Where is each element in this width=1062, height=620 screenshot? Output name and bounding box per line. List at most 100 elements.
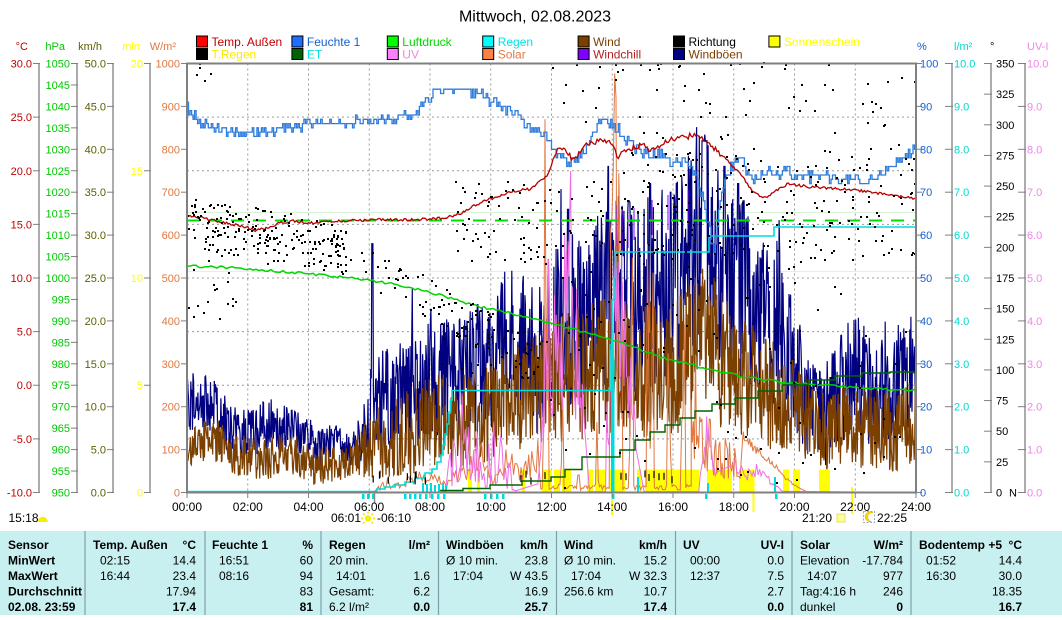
svg-text:Solar: Solar xyxy=(800,538,830,552)
svg-text:22:25: 22:25 xyxy=(877,511,907,525)
svg-text:00:00: 00:00 xyxy=(690,554,720,568)
svg-text:94: 94 xyxy=(300,569,314,583)
svg-text:08:00: 08:00 xyxy=(415,500,445,514)
svg-text:6.0: 6.0 xyxy=(954,230,969,242)
svg-text:W 32.3: W 32.3 xyxy=(629,569,667,583)
svg-text:200: 200 xyxy=(162,402,180,414)
svg-text:3.0: 3.0 xyxy=(954,359,969,371)
svg-text:0: 0 xyxy=(896,600,903,614)
svg-text:1010: 1010 xyxy=(46,230,70,242)
svg-text:hPa: hPa xyxy=(45,41,65,53)
svg-text:995: 995 xyxy=(52,294,70,306)
svg-text:175: 175 xyxy=(996,273,1014,285)
svg-text:40: 40 xyxy=(920,316,932,328)
svg-text:Regen: Regen xyxy=(329,538,366,552)
svg-text:UV: UV xyxy=(402,48,419,62)
svg-text:30: 30 xyxy=(920,359,932,371)
svg-text:5.0: 5.0 xyxy=(954,273,969,285)
svg-text:MaxWert: MaxWert xyxy=(8,569,58,583)
svg-text:02.08. 23:59: 02.08. 23:59 xyxy=(8,600,76,614)
svg-text:4.0: 4.0 xyxy=(954,316,969,328)
svg-text:256.6 km: 256.6 km xyxy=(564,585,613,599)
svg-text:06:01: 06:01 xyxy=(331,511,361,525)
svg-text:5.0: 5.0 xyxy=(91,445,106,457)
svg-text:30.0: 30.0 xyxy=(11,59,32,71)
svg-text:6.2 l/m²: 6.2 l/m² xyxy=(329,600,369,614)
svg-text:7.0: 7.0 xyxy=(954,187,969,199)
svg-text:16.9: 16.9 xyxy=(525,585,549,599)
svg-text:90: 90 xyxy=(920,101,932,113)
svg-text:1030: 1030 xyxy=(46,144,70,156)
svg-text:1025: 1025 xyxy=(46,166,70,178)
svg-text:81: 81 xyxy=(300,600,314,614)
svg-text:50.0: 50.0 xyxy=(85,59,106,71)
svg-text:14.4: 14.4 xyxy=(999,554,1023,568)
svg-text:T.Regen: T.Regen xyxy=(212,48,257,62)
svg-text:0.0: 0.0 xyxy=(767,600,784,614)
svg-text:Windböen: Windböen xyxy=(689,48,743,62)
svg-text:6.2: 6.2 xyxy=(413,585,430,599)
svg-text:20.0: 20.0 xyxy=(85,316,106,328)
svg-text:14.4: 14.4 xyxy=(173,554,197,568)
svg-text:06:00: 06:00 xyxy=(354,500,384,514)
svg-text:700: 700 xyxy=(162,187,180,199)
svg-text:7.5: 7.5 xyxy=(767,569,784,583)
svg-text:Regen: Regen xyxy=(498,35,533,49)
svg-text:4.0: 4.0 xyxy=(1027,316,1042,328)
svg-text:25.0: 25.0 xyxy=(11,112,32,124)
svg-text:Feuchte 1: Feuchte 1 xyxy=(307,35,361,49)
svg-text:24:00: 24:00 xyxy=(901,500,931,514)
svg-text:UV-I: UV-I xyxy=(1027,41,1048,53)
svg-text:Sensor: Sensor xyxy=(8,538,49,552)
svg-text:0.0: 0.0 xyxy=(413,600,430,614)
svg-text:km/h: km/h xyxy=(78,41,102,53)
svg-text:14:01: 14:01 xyxy=(336,569,366,583)
svg-text:900: 900 xyxy=(162,101,180,113)
svg-text:60: 60 xyxy=(920,230,932,242)
svg-text:35.0: 35.0 xyxy=(85,187,106,199)
svg-text:30.0: 30.0 xyxy=(999,569,1023,583)
svg-text:45.0: 45.0 xyxy=(85,101,106,113)
svg-text:W 43.5: W 43.5 xyxy=(510,569,548,583)
svg-text:-10.0: -10.0 xyxy=(7,488,32,500)
svg-text:Gesamt:: Gesamt: xyxy=(329,585,374,599)
svg-text:min: min xyxy=(122,41,140,53)
svg-text:15.0: 15.0 xyxy=(85,359,106,371)
svg-text:02:00: 02:00 xyxy=(233,500,263,514)
svg-text:9.0: 9.0 xyxy=(1027,101,1042,113)
svg-text:0.0: 0.0 xyxy=(954,488,969,500)
svg-text:50: 50 xyxy=(996,426,1008,438)
svg-text:%: % xyxy=(917,41,927,53)
svg-text:1045: 1045 xyxy=(46,80,70,92)
svg-text:950: 950 xyxy=(52,488,70,500)
svg-text:20.0: 20.0 xyxy=(11,166,32,178)
svg-text:-5.0: -5.0 xyxy=(13,434,32,446)
svg-text:15:18: 15:18 xyxy=(9,511,39,525)
svg-text:km/h: km/h xyxy=(639,538,667,552)
svg-text:Temp. Außen: Temp. Außen xyxy=(93,538,168,552)
svg-text:1.6: 1.6 xyxy=(413,569,430,583)
svg-text:83: 83 xyxy=(300,585,314,599)
svg-text:Durchschnitt: Durchschnitt xyxy=(8,585,82,599)
svg-text:225: 225 xyxy=(996,212,1014,224)
svg-text:17:04: 17:04 xyxy=(571,569,601,583)
svg-text:970: 970 xyxy=(52,402,70,414)
svg-text:8.0: 8.0 xyxy=(954,144,969,156)
svg-text:Wind: Wind xyxy=(564,538,593,552)
svg-text:10:00: 10:00 xyxy=(476,500,506,514)
svg-text:°C: °C xyxy=(183,538,197,552)
svg-text:30.0: 30.0 xyxy=(85,230,106,242)
svg-text:965: 965 xyxy=(52,423,70,435)
svg-text:1.0: 1.0 xyxy=(954,445,969,457)
svg-text:600: 600 xyxy=(162,230,180,242)
svg-text:Luftdruck: Luftdruck xyxy=(402,35,452,49)
svg-text:975: 975 xyxy=(52,380,70,392)
svg-text:l/m²: l/m² xyxy=(954,41,973,53)
svg-text:985: 985 xyxy=(52,337,70,349)
svg-text:8.0: 8.0 xyxy=(1027,144,1042,156)
svg-text:14:07: 14:07 xyxy=(807,569,837,583)
svg-text:dunkel: dunkel xyxy=(800,600,835,614)
svg-text:ET: ET xyxy=(307,48,323,62)
svg-text:2.0: 2.0 xyxy=(1027,402,1042,414)
svg-text:400: 400 xyxy=(162,316,180,328)
